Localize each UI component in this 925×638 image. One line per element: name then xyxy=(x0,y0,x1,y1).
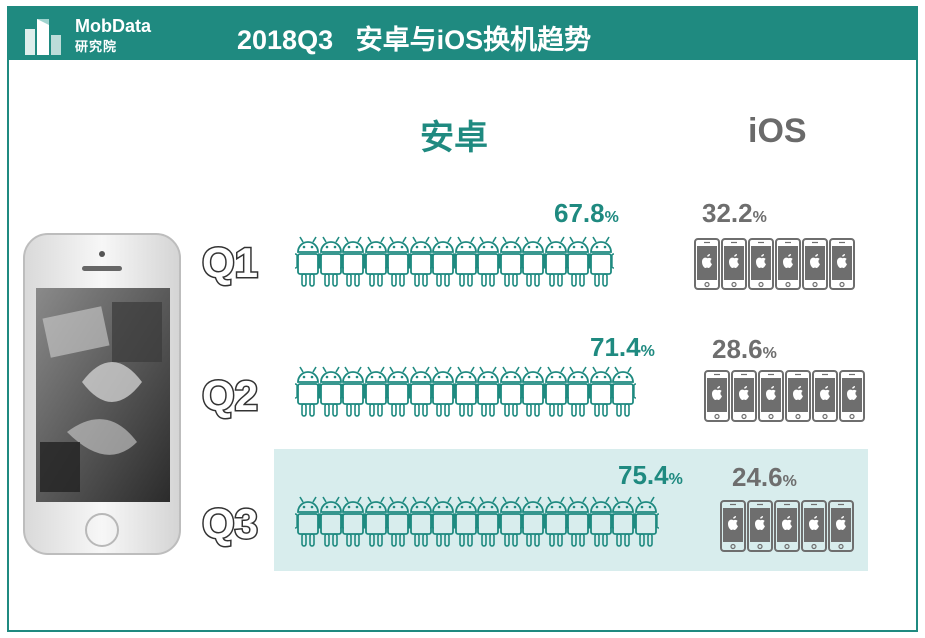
iphone-apple-icon xyxy=(758,370,784,422)
iphone-apple-icon xyxy=(775,238,801,290)
percent-sign: % xyxy=(752,209,767,226)
quarter-label-text: Q3 xyxy=(202,500,258,547)
header-bar: MobData 研究院 2018Q3 安卓与iOS换机趋势 xyxy=(9,8,916,60)
quarter-label: Q1 xyxy=(201,238,260,288)
android-robot-icon xyxy=(428,236,458,288)
iphone-apple-icon xyxy=(828,500,854,552)
android-share-number: 71.4 xyxy=(590,332,641,362)
percent-sign: % xyxy=(782,473,797,490)
android-robot-icon xyxy=(405,366,436,418)
android-robot-icon xyxy=(585,236,616,288)
quarter-label: Q3 xyxy=(201,499,260,549)
ios-share-number: 28.6 xyxy=(712,334,763,364)
ios-share-value: 32.2% xyxy=(702,198,767,229)
quarter-label-text: Q1 xyxy=(202,239,258,286)
ios-column-heading: iOS xyxy=(748,112,807,150)
android-robot-icon xyxy=(608,366,638,418)
android-robot-icon xyxy=(630,496,661,548)
iphone-apple-icon xyxy=(694,238,720,290)
ios-share-value: 24.6% xyxy=(732,462,797,493)
ios-share-number: 24.6 xyxy=(732,462,783,492)
quarter-label-text: Q2 xyxy=(202,372,258,419)
iphone-apple-icon xyxy=(774,500,800,552)
android-share-number: 67.8 xyxy=(554,198,605,228)
iphone-apple-icon xyxy=(802,238,828,290)
android-share-number: 75.4 xyxy=(618,460,669,490)
percent-sign: % xyxy=(640,343,655,360)
logo-subtitle: 研究院 xyxy=(75,39,118,54)
mobdata-logo: MobData 研究院 xyxy=(23,15,173,55)
android-share-value: 75.4% xyxy=(618,460,683,491)
android-robot-icon xyxy=(450,496,481,548)
iphone-apple-icon xyxy=(721,238,747,290)
iphone-apple-icon xyxy=(829,238,855,290)
ios-share-value: 28.6% xyxy=(712,334,777,365)
iphone-apple-icon xyxy=(839,370,865,422)
page-title: 2018Q3 安卓与iOS换机趋势 xyxy=(237,25,592,55)
building-logo-icon xyxy=(25,19,61,55)
android-robot-icon xyxy=(563,366,593,418)
iphone-apple-icon xyxy=(785,370,811,422)
iphone-apple-icon xyxy=(801,500,827,552)
iphone-apple-icon xyxy=(748,238,774,290)
ios-share-number: 32.2 xyxy=(702,198,753,228)
android-column-heading: 安卓 xyxy=(420,119,488,157)
smartphone-illustration xyxy=(23,233,181,555)
android-robot-icon xyxy=(360,496,391,548)
android-robot-icon xyxy=(293,236,323,288)
android-robot-icon xyxy=(315,496,346,548)
android-robot-icon xyxy=(473,366,503,418)
percent-sign: % xyxy=(762,345,777,362)
iphone-apple-icon xyxy=(812,370,838,422)
android-share-value: 71.4% xyxy=(590,332,655,363)
iphone-apple-icon xyxy=(720,500,746,552)
quarter-label: Q2 xyxy=(201,371,260,421)
percent-sign: % xyxy=(668,471,683,488)
iphone-apple-icon xyxy=(704,370,730,422)
android-robot-icon xyxy=(495,496,526,548)
logo-name: MobData xyxy=(75,16,151,36)
iphone-apple-icon xyxy=(731,370,757,422)
percent-sign: % xyxy=(604,209,619,226)
iphone-apple-icon xyxy=(747,500,773,552)
android-share-value: 67.8% xyxy=(554,198,619,229)
